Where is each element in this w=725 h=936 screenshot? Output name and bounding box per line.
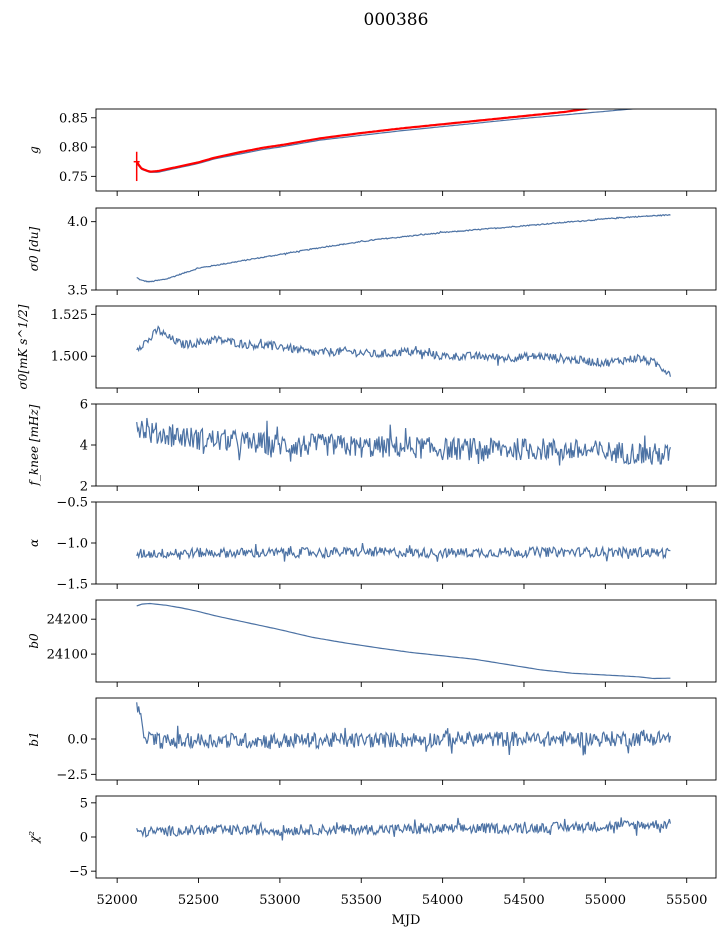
y-tick-label: −2.5 bbox=[56, 768, 88, 783]
y-tick-label: −1.5 bbox=[56, 578, 88, 593]
panel-2: 3.5 4.0 σ0 [du] bbox=[27, 207, 717, 299]
y-axis-label: α bbox=[27, 539, 41, 547]
y-tick-label: 5 bbox=[80, 796, 88, 811]
panel-4: 2 4 6 f_knee [mHz] bbox=[27, 398, 717, 495]
y-tick-label: 2 bbox=[80, 480, 88, 495]
y-tick-label: 6 bbox=[80, 398, 88, 413]
series-line-8-1 bbox=[136, 817, 671, 841]
axes-frame bbox=[95, 599, 717, 683]
panels: 0.75 0.80 0.85 g 3.5 4.0 σ0 [du] 1.500 1.525 σ0[m… bbox=[16, 108, 717, 883]
y-tick-label: −5 bbox=[69, 865, 88, 880]
panel-7: −2.5 0.0 b1 bbox=[27, 697, 717, 785]
x-tick-label: 52500 bbox=[178, 893, 219, 908]
y-tick-label: 0.85 bbox=[59, 111, 88, 126]
y-tick-label: 1.525 bbox=[51, 308, 88, 323]
y-tick-label: 0.0 bbox=[67, 733, 88, 748]
x-tick-label: 55000 bbox=[585, 893, 626, 908]
y-tick-label: −0.5 bbox=[56, 496, 88, 511]
y-axis-label: σ0 [du] bbox=[27, 226, 41, 271]
y-axis-label: g bbox=[27, 146, 41, 154]
x-tick-label: 52000 bbox=[96, 893, 137, 908]
y-tick-label: 4 bbox=[80, 439, 88, 454]
y-tick-label: 24100 bbox=[47, 648, 88, 663]
y-tick-label: 1.500 bbox=[51, 350, 88, 365]
y-tick-label: 0 bbox=[80, 831, 88, 846]
y-tick-label: 0.75 bbox=[59, 170, 88, 185]
chart-title: 000386 bbox=[364, 10, 429, 30]
series-line-2-1 bbox=[136, 214, 671, 283]
series-line-6-1 bbox=[136, 602, 671, 680]
x-axis-label: MJD bbox=[392, 913, 421, 928]
x-tick-label: 53500 bbox=[341, 893, 382, 908]
axes-frame bbox=[95, 403, 717, 487]
axes-frame bbox=[95, 207, 717, 291]
y-tick-label: −1.0 bbox=[56, 537, 88, 552]
panel-8: −5 0 5 χ² bbox=[27, 795, 717, 883]
series-line-7-1 bbox=[136, 702, 671, 756]
x-tick-label: 53000 bbox=[259, 893, 300, 908]
panel-6: 24100 24200 b0 bbox=[27, 599, 717, 687]
axes-frame bbox=[95, 108, 717, 192]
y-tick-label: 0.80 bbox=[59, 141, 88, 156]
x-tick-labels: 52000 52500 53000 53500 54000 54500 55000 55500 bbox=[96, 893, 707, 908]
series-line-1-2 bbox=[135, 109, 590, 173]
series-line-4-1 bbox=[136, 417, 671, 466]
series-line-3-1 bbox=[136, 325, 671, 377]
series-line-1-1 bbox=[136, 109, 638, 173]
x-tick-label: 54000 bbox=[422, 893, 463, 908]
y-tick-label: 4.0 bbox=[67, 215, 88, 230]
y-axis-label: b1 bbox=[27, 731, 41, 746]
axes-frame bbox=[95, 305, 717, 389]
panel-1: 0.75 0.80 0.85 g bbox=[27, 108, 717, 196]
y-tick-label: 24200 bbox=[47, 613, 88, 628]
axes-frame bbox=[95, 795, 717, 879]
panel-3: 1.500 1.525 σ0[mK s^1/2] bbox=[16, 304, 717, 393]
axes-frame bbox=[95, 501, 717, 585]
y-axis-label: σ0[mK s^1/2] bbox=[16, 304, 30, 389]
y-axis-label: χ² bbox=[27, 831, 41, 844]
x-tick-label: 55500 bbox=[666, 893, 707, 908]
series-line-5-1 bbox=[136, 542, 671, 562]
panel-5: −1.5 −1.0 −0.5 α bbox=[27, 496, 717, 593]
x-tick-label: 54500 bbox=[503, 893, 544, 908]
y-axis-label: b0 bbox=[27, 633, 41, 649]
y-tick-label: 3.5 bbox=[67, 284, 88, 299]
y-axis-label: f_knee [mHz] bbox=[27, 404, 41, 486]
